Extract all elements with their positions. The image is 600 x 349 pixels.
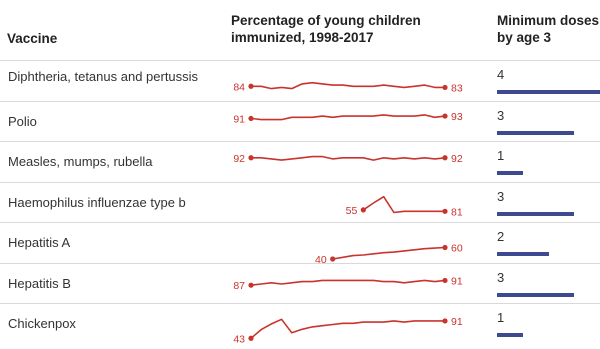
- start-value-label: 43: [233, 333, 245, 345]
- trend-line: [250, 114, 446, 121]
- doses-bar: [497, 292, 575, 297]
- start-point: [248, 155, 254, 161]
- min-doses-value: 1: [497, 310, 505, 325]
- end-value-label: 81: [451, 206, 463, 218]
- doses-bar: [497, 211, 575, 216]
- end-value-label: 60: [451, 243, 463, 255]
- start-point: [248, 335, 254, 341]
- end-value-label: 92: [451, 153, 463, 165]
- min-doses-value: 2: [497, 229, 505, 244]
- start-point: [248, 282, 254, 288]
- doses-bar: [497, 252, 549, 256]
- start-value-label: 40: [315, 254, 327, 266]
- vaccine-name: Chickenpox: [8, 316, 76, 331]
- vaccine-name: Hepatitis A: [8, 235, 71, 250]
- min-doses-value: 3: [497, 188, 505, 204]
- trend-line: [250, 279, 446, 286]
- vaccine-column-header: Vaccine: [7, 31, 58, 46]
- end-value-label: 83: [451, 82, 463, 94]
- end-point: [442, 244, 448, 251]
- start-point: [330, 256, 336, 262]
- vaccine-name: Polio: [8, 113, 37, 129]
- vaccine-row: Hepatitis A 2: [0, 222, 600, 263]
- trend-line: [362, 195, 445, 214]
- trend-line: [250, 318, 445, 339]
- start-value-label: 84: [233, 81, 245, 93]
- start-point: [360, 207, 366, 213]
- min-doses-value: 3: [497, 107, 505, 123]
- end-value-label: 91: [451, 316, 463, 328]
- doses-bar: [497, 171, 523, 175]
- trend-line: [251, 155, 446, 161]
- vaccine-row: Hepatitis B 3: [0, 262, 600, 304]
- trend-line: [251, 81, 445, 90]
- min-doses-value: 1: [497, 148, 505, 163]
- vaccine-row: Chickenpox 1: [0, 303, 600, 344]
- trend-line: [332, 246, 446, 260]
- start-value-label: 87: [233, 280, 245, 292]
- end-point: [442, 208, 448, 214]
- vaccine-name: Haemophilus influenzae type b: [8, 194, 186, 210]
- start-value-label: 92: [233, 153, 245, 165]
- min-doses-value: 4: [497, 67, 505, 82]
- percentage-column-header: Percentage of young children immunized, …: [231, 13, 421, 45]
- start-value-label: 55: [346, 205, 358, 217]
- vaccine-row: Haemophilus influenzae type b 3: [0, 181, 600, 223]
- doses-bar: [497, 90, 600, 94]
- min-doses-value: 3: [497, 269, 505, 285]
- vaccine-row: Polio 3: [0, 100, 600, 142]
- start-point: [248, 83, 254, 89]
- doses-column-header: Minimum doses by age 3: [497, 13, 600, 45]
- doses-bar: [497, 333, 523, 337]
- start-point: [248, 115, 254, 122]
- start-value-label: 91: [233, 113, 245, 125]
- vaccine-name: Diphtheria, tetanus and pertussis: [8, 69, 199, 84]
- vaccine-name: Hepatitis B: [8, 275, 71, 291]
- end-value-label: 91: [451, 275, 463, 287]
- vaccine-name: Measles, mumps, rubella: [8, 154, 153, 169]
- end-point: [442, 318, 448, 324]
- vaccine-row: Diphtheria, tetanus and pertussis 4: [0, 60, 600, 101]
- end-point: [442, 155, 448, 161]
- end-value-label: 93: [451, 111, 463, 123]
- vaccine-row: Measles, mumps, rubella 1: [0, 141, 600, 182]
- doses-bar: [497, 130, 575, 135]
- end-point: [442, 277, 448, 284]
- end-point: [442, 113, 448, 119]
- end-point: [442, 84, 448, 91]
